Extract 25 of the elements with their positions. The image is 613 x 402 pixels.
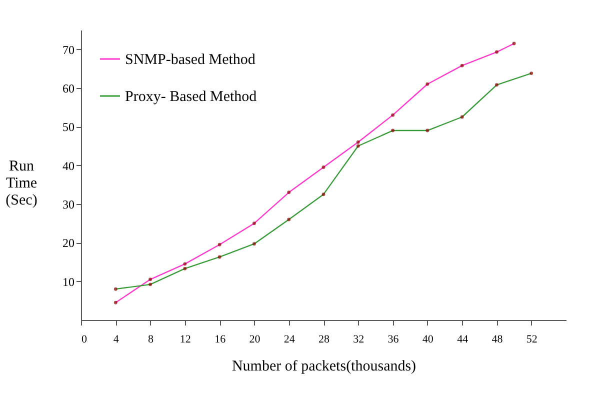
y-tick-label: 70: [62, 42, 74, 57]
x-tick-label: 32: [353, 334, 364, 346]
y-axis-title: Run Time (Sec): [6, 158, 38, 208]
x-tick-label: 8: [148, 334, 154, 346]
x-tick-label: 24: [284, 334, 296, 346]
y-tick-label: 30: [62, 198, 74, 212]
x-axis-title: Number of packets(thousands): [232, 358, 416, 374]
x-tick-label: 16: [214, 334, 226, 346]
x-tick-label: 28: [318, 334, 330, 346]
x-tick-label: 4: [113, 334, 120, 346]
x-tick-label: 12: [180, 334, 191, 346]
y-tick-label: 20: [62, 236, 74, 250]
y-tick-label: 50: [62, 120, 74, 134]
x-tick-label: 20: [249, 334, 261, 346]
x-tick-label: 44: [457, 334, 469, 346]
legend-label: Proxy- Based Method: [125, 89, 258, 105]
x-tick-label: 48: [492, 334, 504, 346]
x-tick-label: 52: [526, 334, 538, 346]
x-tick-label: 36: [388, 334, 400, 346]
y-tick-label: 40: [62, 158, 74, 173]
legend-label: SNMP-based Method: [125, 52, 256, 68]
x-tick-label: 0: [82, 334, 88, 346]
x-tick-label: 40: [422, 334, 434, 346]
y-tick-label: 60: [62, 82, 74, 96]
y-tick-label: 10: [62, 274, 74, 289]
